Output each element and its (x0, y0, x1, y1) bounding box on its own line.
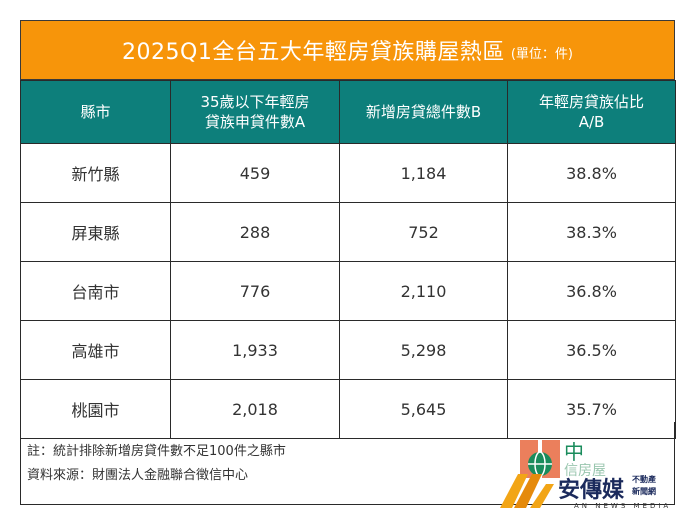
header-city: 縣市 (20, 80, 171, 144)
table-frame: 2025Q1全台五大年輕房貸族購屋熱區 (單位：件) 縣市 35歲以下年輕房 貸族… (20, 20, 676, 439)
bank-char: 中 (564, 440, 584, 464)
cell-b: 5,298 (339, 320, 508, 380)
cell-b: 1,184 (339, 143, 508, 203)
source-note: 資料來源：財團法人金融聯合徵信中心 (27, 468, 249, 483)
media-sub2: 新聞網 (632, 487, 656, 496)
cell-city: 高雄市 (20, 320, 171, 380)
cell-a: 2,018 (170, 379, 340, 439)
header-ratio: 年輕房貸族佔比 A/B (507, 80, 676, 144)
cell-a: 776 (170, 261, 340, 321)
media-name: 安傳媒 (558, 478, 625, 503)
header-row: 縣市 35歲以下年輕房 貸族申貸件數A 新增房貸總件數B 年輕房貸族佔比 A/B (20, 80, 676, 144)
unit-label: (單位：件) (510, 46, 573, 62)
cell-city: 桃園市 (20, 379, 171, 439)
data-table: 縣市 35歲以下年輕房 貸族申貸件數A 新增房貸總件數B 年輕房貸族佔比 A/B 新… (20, 80, 676, 439)
bank-logo-icon (500, 440, 560, 508)
cell-city: 台南市 (20, 261, 171, 321)
cell-ratio: 35.7% (507, 379, 676, 439)
cell-a: 288 (170, 202, 340, 262)
cell-ratio: 36.8% (507, 261, 676, 321)
header-young-applicants: 35歲以下年輕房 貸族申貸件數A (170, 80, 340, 144)
cell-b: 2,110 (339, 261, 508, 321)
header-total-loans: 新增房貸總件數B (339, 80, 508, 144)
table-row: 新竹縣 459 1,184 38.8% (20, 143, 676, 203)
title-bar: 2025Q1全台五大年輕房貸族購屋熱區 (單位：件) (20, 20, 675, 80)
bank-name: 信房屋 (564, 463, 606, 479)
cell-ratio: 36.5% (507, 320, 676, 380)
media-sub1: 不動產 (632, 475, 656, 484)
notes-box: 註：統計排除新增房貸件數不足100件之縣市 資料來源：財團法人金融聯合徵信中心 (20, 422, 675, 505)
table-row: 桃園市 2,018 5,645 35.7% (20, 379, 676, 439)
table-row: 高雄市 1,933 5,298 36.5% (20, 320, 676, 380)
table-title: 2025Q1全台五大年輕房貸族購屋熱區 (122, 40, 505, 65)
cell-city: 屏東縣 (20, 202, 171, 262)
cell-ratio: 38.3% (507, 202, 676, 262)
cell-a: 459 (170, 143, 340, 203)
footnote: 註：統計排除新增房貸件數不足100件之縣市 (27, 444, 286, 459)
cell-city: 新竹縣 (20, 143, 171, 203)
watermark-logos: 中 信房屋 安傳媒 不動產 新聞網 AN NEWS MEDIA (500, 436, 690, 516)
table-row: 台南市 776 2,110 36.8% (20, 261, 676, 321)
media-en: AN NEWS MEDIA (574, 502, 672, 510)
cell-b: 752 (339, 202, 508, 262)
cell-a: 1,933 (170, 320, 340, 380)
table-row: 屏東縣 288 752 38.3% (20, 202, 676, 262)
cell-ratio: 38.8% (507, 143, 676, 203)
